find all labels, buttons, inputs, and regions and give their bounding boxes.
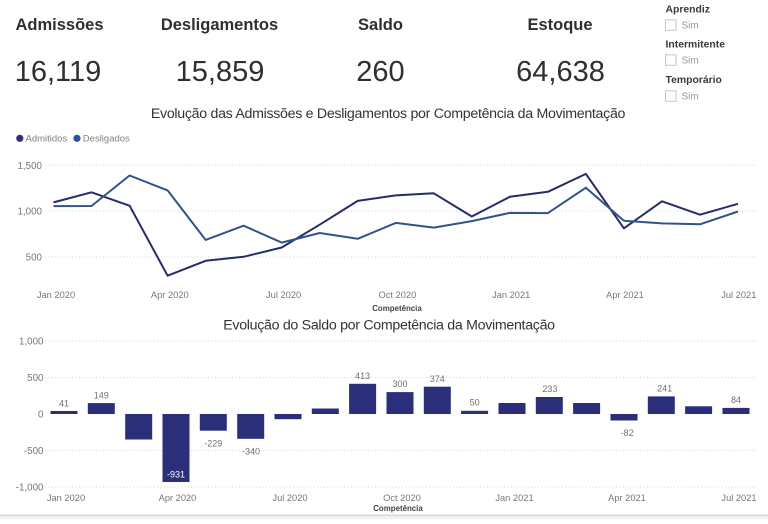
svg-text:260: 260 — [356, 56, 404, 88]
svg-text:Oct 2020: Oct 2020 — [379, 290, 417, 300]
svg-text:Jul 2020: Jul 2020 — [266, 290, 301, 300]
svg-text:Competência: Competência — [373, 504, 423, 513]
svg-text:Saldo: Saldo — [358, 16, 403, 34]
svg-text:Oct 2020: Oct 2020 — [383, 493, 421, 503]
svg-text:Desligamentos: Desligamentos — [161, 16, 278, 34]
svg-text:-931: -931 — [167, 470, 185, 480]
svg-text:50: 50 — [470, 397, 480, 407]
svg-text:500: 500 — [26, 253, 43, 264]
svg-text:Desligados: Desligados — [83, 134, 130, 145]
svg-text:Jul 2021: Jul 2021 — [721, 493, 756, 503]
svg-text:Jan 2021: Jan 2021 — [495, 493, 533, 503]
svg-text:Evolução das Admissões e Desli: Evolução das Admissões e Desligamentos p… — [151, 106, 626, 122]
svg-text:149: 149 — [94, 390, 109, 400]
svg-text:64,638: 64,638 — [516, 56, 605, 88]
svg-text:241: 241 — [657, 384, 672, 394]
svg-text:15,859: 15,859 — [176, 56, 265, 88]
svg-text:16,119: 16,119 — [15, 56, 102, 88]
svg-text:Jul 2021: Jul 2021 — [721, 290, 756, 300]
svg-text:1,500: 1,500 — [17, 161, 42, 172]
svg-text:Aprendiz: Aprendiz — [666, 5, 710, 16]
svg-text:41: 41 — [59, 399, 69, 409]
svg-text:Admissões: Admissões — [15, 16, 103, 34]
svg-text:1,000: 1,000 — [19, 337, 44, 348]
svg-text:Intermitente: Intermitente — [666, 39, 726, 50]
svg-text:0: 0 — [38, 410, 44, 421]
svg-text:Apr 2020: Apr 2020 — [151, 290, 189, 300]
svg-text:233: 233 — [542, 384, 557, 394]
svg-text:Sim: Sim — [682, 56, 699, 67]
svg-text:Jan 2020: Jan 2020 — [47, 493, 85, 503]
svg-text:Evolução do Saldo por Competên: Evolução do Saldo por Competência da Mov… — [223, 318, 555, 334]
svg-text:-82: -82 — [621, 428, 634, 438]
svg-text:-500: -500 — [24, 446, 44, 457]
svg-text:413: 413 — [355, 371, 370, 381]
svg-text:1,000: 1,000 — [17, 207, 42, 218]
svg-text:Apr 2020: Apr 2020 — [159, 493, 197, 503]
svg-text:Jan 2021: Jan 2021 — [492, 290, 530, 300]
svg-text:-1,000: -1,000 — [16, 483, 44, 494]
svg-text:84: 84 — [731, 395, 741, 405]
svg-text:-229: -229 — [204, 439, 222, 449]
svg-text:500: 500 — [27, 373, 44, 384]
svg-text:Sim: Sim — [682, 92, 699, 103]
svg-text:300: 300 — [392, 379, 407, 389]
svg-text:Estoque: Estoque — [527, 16, 592, 34]
svg-text:Jan 2020: Jan 2020 — [37, 290, 75, 300]
svg-text:-340: -340 — [242, 447, 260, 457]
svg-text:Admitidos: Admitidos — [26, 134, 68, 145]
svg-text:374: 374 — [430, 374, 445, 384]
svg-text:Apr 2021: Apr 2021 — [606, 290, 644, 300]
svg-text:Sim: Sim — [682, 21, 699, 32]
svg-text:Temporário: Temporário — [666, 75, 722, 86]
svg-text:Competência: Competência — [372, 304, 422, 313]
svg-text:Jul 2020: Jul 2020 — [272, 493, 307, 503]
svg-text:Apr 2021: Apr 2021 — [608, 493, 646, 503]
